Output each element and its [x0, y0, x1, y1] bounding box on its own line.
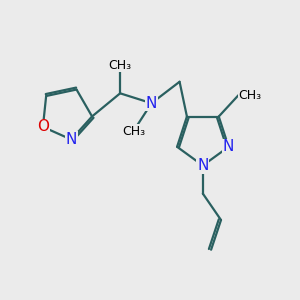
Text: O: O	[37, 119, 49, 134]
Text: N: N	[146, 96, 157, 111]
Text: CH₃: CH₃	[109, 59, 132, 72]
Text: N: N	[223, 139, 234, 154]
Text: CH₃: CH₃	[238, 88, 262, 102]
Text: CH₃: CH₃	[122, 125, 145, 138]
Text: N: N	[66, 132, 77, 147]
Text: N: N	[197, 158, 208, 173]
